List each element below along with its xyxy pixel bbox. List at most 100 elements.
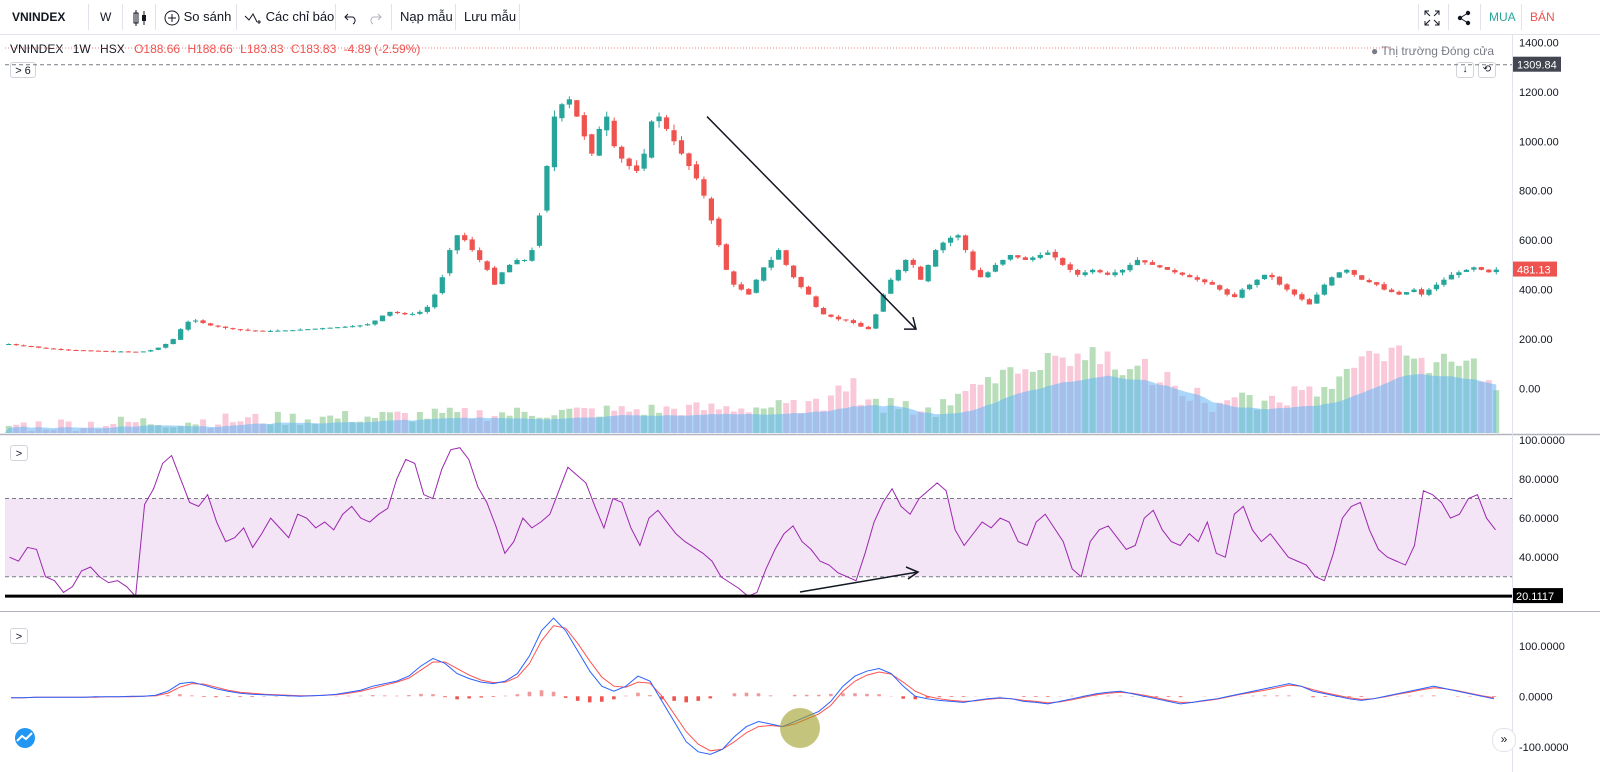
- candle-body: [514, 259, 520, 265]
- load-template-button[interactable]: Nạp mẫu: [400, 9, 453, 24]
- candle-body: [290, 330, 296, 332]
- candle-body: [1269, 274, 1275, 278]
- price-tick-label: 0.00: [1519, 384, 1540, 396]
- chart-toolbar: VNINDEX W So sánh Các chỉ báo Nạp mẫu Lư…: [0, 0, 1600, 35]
- rsi-line: [9, 447, 1496, 598]
- candle-body: [873, 314, 879, 329]
- divider: [519, 4, 520, 30]
- candle-body: [1015, 255, 1021, 258]
- high-price-label: 1309.84: [1517, 60, 1557, 72]
- logo-icon: [15, 728, 35, 748]
- rsi-level-tag: [1513, 588, 1563, 604]
- candle-body: [477, 250, 483, 260]
- candle-body: [626, 158, 632, 167]
- candle-body: [678, 140, 685, 154]
- candle-body: [1030, 257, 1036, 260]
- divider: [335, 4, 336, 30]
- candle-body: [723, 244, 729, 270]
- candle-body: [1493, 269, 1499, 273]
- candle-body: [207, 323, 214, 326]
- candle-body: [798, 277, 804, 288]
- macd-tick-label: -100.0000: [1519, 742, 1569, 754]
- candle-body: [402, 312, 408, 315]
- redo-button[interactable]: [368, 0, 382, 34]
- indicators-label: Các chỉ báo: [265, 9, 335, 24]
- candle-body: [357, 325, 363, 327]
- interval-button[interactable]: W: [100, 10, 112, 24]
- candle-body: [1471, 267, 1477, 270]
- candle-body: [1359, 275, 1365, 280]
- candle-body: [469, 239, 475, 251]
- high-price-tag: [1513, 56, 1561, 72]
- indicators-button[interactable]: Các chỉ báo: [244, 0, 334, 34]
- candle-body: [282, 330, 288, 332]
- candle-body: [985, 272, 991, 278]
- candle-body: [50, 348, 57, 350]
- candle-body: [1045, 252, 1051, 255]
- refresh-button[interactable]: ⟲: [1478, 62, 1496, 78]
- plus-circle-icon: [164, 10, 180, 26]
- macd-collapse-button[interactable]: >: [10, 628, 28, 644]
- macd-bottom-highlight: [780, 708, 820, 748]
- candle-body: [551, 116, 558, 168]
- candle-body: [865, 326, 871, 330]
- candle-body: [394, 311, 401, 314]
- macd-line: [11, 617, 1495, 755]
- indicators-toggle-button[interactable]: > 6: [10, 62, 36, 78]
- candle-body: [1082, 272, 1088, 276]
- last-price-tag: [1513, 261, 1557, 277]
- buy-button[interactable]: MUA: [1489, 10, 1516, 24]
- candle-body: [110, 351, 117, 353]
- candle-body: [1336, 272, 1342, 278]
- candle-body: [1463, 269, 1469, 272]
- candle-body: [252, 330, 259, 332]
- candle-body: [245, 329, 251, 331]
- candle-body: [738, 284, 744, 290]
- candle-body: [858, 322, 864, 327]
- fullscreen-button[interactable]: [1424, 0, 1440, 34]
- legend-symbol: VNINDEX: [10, 42, 64, 56]
- compare-button[interactable]: So sánh: [164, 0, 231, 34]
- candle-body: [439, 277, 445, 294]
- candle-body: [387, 311, 393, 316]
- legend-interval: 1W: [72, 42, 91, 56]
- share-button[interactable]: [1456, 0, 1472, 34]
- legend-change: -4.89 (-2.59%): [343, 42, 421, 56]
- candle-body: [1164, 267, 1170, 270]
- candle-body: [761, 267, 767, 281]
- indicator-wave-icon: [244, 12, 261, 24]
- redo-icon: [370, 13, 382, 24]
- macd-tick-label: 0.0000: [1519, 691, 1553, 703]
- sell-button[interactable]: BÁN: [1530, 10, 1555, 24]
- candle-body: [888, 279, 894, 294]
- candle-body: [671, 130, 677, 142]
- compare-label: So sánh: [183, 9, 232, 24]
- rsi-collapse-button[interactable]: >: [10, 445, 28, 461]
- candle-body: [178, 329, 184, 340]
- candle-body: [1232, 294, 1238, 298]
- candle-body: [140, 351, 146, 353]
- candle-body: [491, 267, 498, 285]
- candle-body: [1344, 269, 1350, 273]
- undo-button[interactable]: [344, 0, 358, 34]
- divider: [88, 4, 89, 30]
- candle-body: [544, 166, 550, 211]
- candle-body: [1426, 289, 1432, 295]
- candle-body: [1119, 269, 1126, 273]
- save-template-button[interactable]: Lưu mẫu: [464, 9, 517, 24]
- legend-low: L183.83: [240, 42, 284, 56]
- tradingview-logo[interactable]: [12, 728, 38, 748]
- symbol-search-button[interactable]: VNINDEX: [12, 10, 66, 24]
- volume-bar: [58, 419, 65, 433]
- chart-style-button[interactable]: [132, 0, 148, 34]
- trend-arrow-line: [706, 116, 917, 330]
- candle-body: [1456, 272, 1462, 276]
- last-price-label: 481.13: [1517, 265, 1551, 277]
- scroll-to-realtime-button[interactable]: »: [1492, 728, 1516, 752]
- candle-body: [1299, 294, 1305, 300]
- scroll-down-button[interactable]: ↓: [1456, 62, 1474, 78]
- candle-body: [454, 235, 460, 251]
- share-icon: [1457, 10, 1471, 25]
- candle-body: [43, 347, 49, 349]
